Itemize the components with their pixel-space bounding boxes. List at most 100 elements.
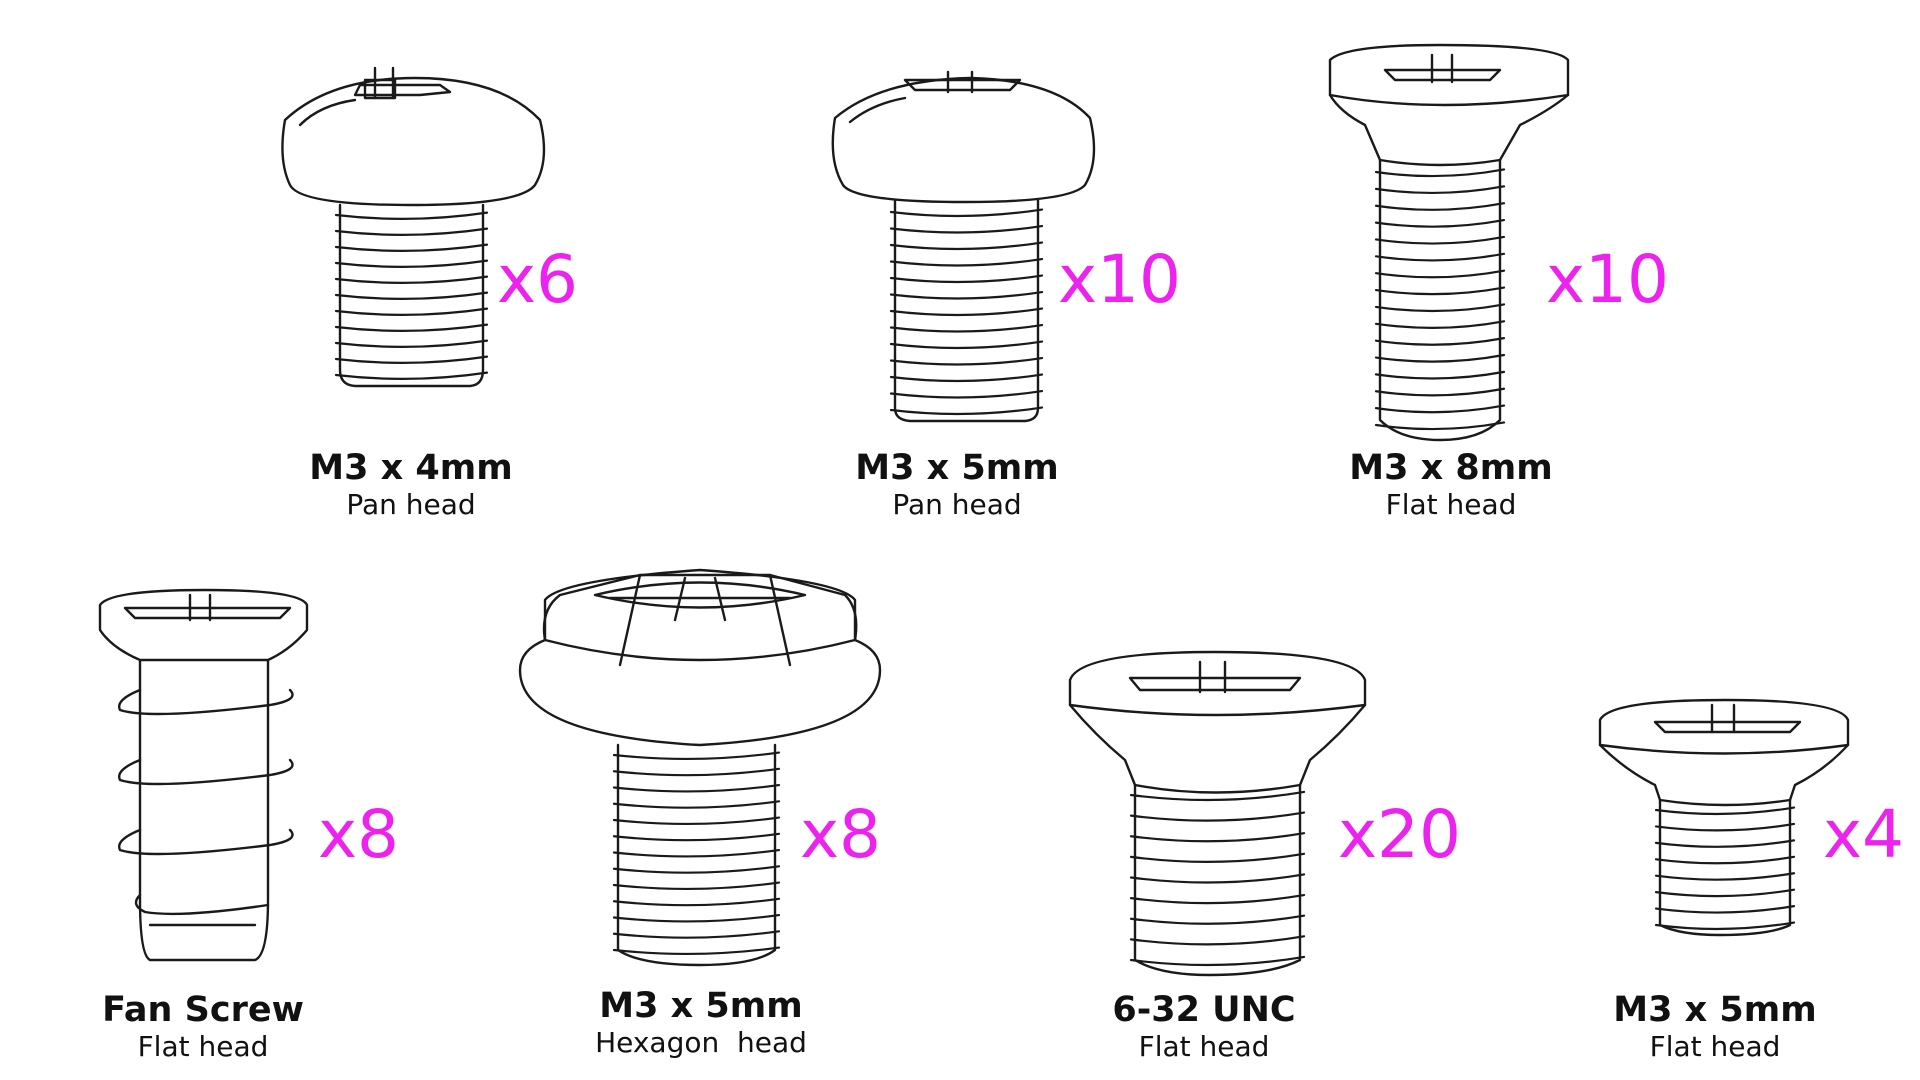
thread-line xyxy=(1129,832,1306,843)
thread-line xyxy=(612,913,781,923)
quantity-m3x5-hex: x8 xyxy=(800,796,882,873)
thread-line xyxy=(889,241,1044,251)
thread-line xyxy=(334,339,489,348)
thread-line xyxy=(1374,320,1506,329)
screw-size: M3 x 8mm xyxy=(1349,448,1553,488)
thread-line xyxy=(1374,286,1506,296)
label-m3x5-hex: M3 x 5mm Hexagon head xyxy=(595,986,807,1060)
quantity-m3x5-flat: x4 xyxy=(1823,796,1905,873)
quantity-m3x5-pan: x10 xyxy=(1058,241,1182,318)
thread-line xyxy=(612,800,781,809)
screw-size: M3 x 5mm xyxy=(599,986,803,1026)
thread-line xyxy=(334,323,489,332)
screw-size: 6-32 UNC xyxy=(1112,990,1296,1030)
quantity-fan-screw: x8 xyxy=(318,796,400,873)
thread-line xyxy=(1374,252,1506,262)
thread-line xyxy=(612,751,781,761)
thread-line xyxy=(889,389,1044,399)
screw-head-type: Pan head xyxy=(892,488,1022,521)
quantity-632-unc: x20 xyxy=(1338,796,1462,873)
thread-line xyxy=(1129,852,1306,863)
thread-line xyxy=(1374,218,1506,228)
thread-line xyxy=(889,257,1044,267)
thread-line xyxy=(1654,921,1796,931)
thread-line xyxy=(889,307,1044,317)
thread-line xyxy=(1129,893,1306,905)
label-m3x5-pan: M3 x 5mm Pan head xyxy=(855,448,1058,522)
screw-head-type: Hexagon head xyxy=(595,1026,807,1059)
thread-line xyxy=(1374,421,1506,431)
label-632-unc: 6-32 UNC Flat head xyxy=(1112,990,1295,1064)
thread-line xyxy=(612,930,781,939)
quantity-m3x4-pan: x6 xyxy=(497,241,579,318)
thread-line xyxy=(1374,387,1506,397)
thread-line xyxy=(334,259,489,268)
thread-line xyxy=(334,227,489,236)
thread-line xyxy=(1374,235,1506,245)
thread-line xyxy=(1129,790,1306,802)
thread-line xyxy=(1374,185,1506,195)
thread-line xyxy=(889,290,1044,300)
screw-head-type: Pan head xyxy=(346,488,476,521)
label-fan-screw: Fan Screw Flat head xyxy=(102,990,304,1064)
thread-line xyxy=(612,865,781,874)
thread-line xyxy=(1374,337,1506,346)
thread-line xyxy=(1654,806,1796,816)
thread-line xyxy=(1374,168,1506,178)
thread-line xyxy=(1374,269,1506,279)
label-m3x8-flat: M3 x 8mm Flat head xyxy=(1349,448,1552,522)
thread-line xyxy=(1129,873,1306,884)
thread-line xyxy=(1654,839,1796,848)
thread-line xyxy=(1129,935,1306,946)
thread-line xyxy=(889,356,1044,366)
thread-line xyxy=(1374,353,1506,363)
thread-line xyxy=(1374,370,1506,380)
thread-line xyxy=(334,211,489,220)
thread-line xyxy=(1654,822,1796,832)
thread-line xyxy=(334,291,489,300)
screw-size: M3 x 5mm xyxy=(1613,990,1817,1030)
thread-line xyxy=(1374,404,1506,414)
thread-line xyxy=(1129,955,1306,967)
thread-line xyxy=(334,307,489,316)
label-m3x5-flat: M3 x 5mm Flat head xyxy=(1613,990,1816,1064)
thread-line xyxy=(889,208,1044,218)
thread-line xyxy=(1654,855,1796,865)
thread-line xyxy=(612,816,781,826)
thread-line xyxy=(1654,888,1796,898)
quantity-m3x8-flat: x10 xyxy=(1546,241,1670,318)
thread-line xyxy=(1374,202,1506,211)
thread-line xyxy=(612,848,781,858)
label-m3x4-pan: M3 x 4mm Pan head xyxy=(309,448,512,522)
thread-line xyxy=(889,340,1044,350)
thread-line xyxy=(1654,905,1796,914)
thread-line xyxy=(1374,303,1506,313)
thread-line xyxy=(612,783,781,793)
screw-size: M3 x 4mm xyxy=(309,448,513,488)
thread-line xyxy=(889,274,1044,284)
thread-line xyxy=(1129,811,1306,822)
thread-line xyxy=(612,767,781,777)
thread-line xyxy=(334,275,489,284)
thread-line xyxy=(889,406,1044,416)
thread-line xyxy=(612,897,781,907)
thread-line xyxy=(889,323,1044,333)
thread-line xyxy=(612,832,781,842)
thread-line xyxy=(612,946,781,956)
screw-head-type: Flat head xyxy=(1385,488,1517,521)
thread-line xyxy=(1129,914,1306,925)
thread-line xyxy=(889,224,1044,234)
screw-size: M3 x 5mm xyxy=(855,448,1059,488)
thread-line xyxy=(612,881,781,891)
screw-size: Fan Screw xyxy=(102,990,304,1030)
thread-line xyxy=(1654,872,1796,881)
screw-head-type: Flat head xyxy=(1649,1030,1781,1063)
thread-line xyxy=(334,243,489,252)
